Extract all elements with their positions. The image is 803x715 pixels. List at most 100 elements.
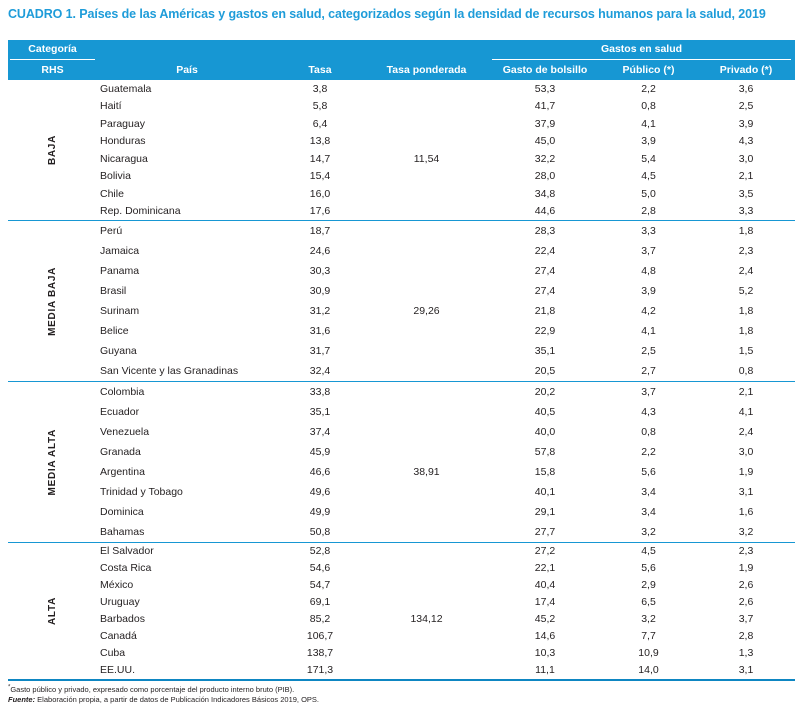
table-row: EE.UU. 171,3 11,1 14,0 3,1 — [97, 662, 795, 679]
gasto-bolsillo-cell: 28,0 — [534, 170, 556, 182]
publico-cell: 4,5 — [641, 170, 656, 182]
tasa-cell: 69,1 — [309, 596, 331, 609]
publico-cell: 4,1 — [641, 117, 656, 130]
gasto-bolsillo-cell: 21,8 — [534, 304, 556, 317]
tasa-ponderada-cell — [363, 185, 490, 203]
category-section: MEDIA ALTA Colombia 33,8 20,2 3,7 2,1 Ecuador 3… — [8, 381, 795, 542]
header-rhs: RHS — [41, 63, 64, 76]
tasa-cell: 30,9 — [309, 284, 331, 297]
privado-cell: 3,0 — [738, 445, 754, 458]
country-cell: Uruguay — [100, 596, 140, 609]
tasa-ponderada-cell — [363, 341, 490, 361]
tasa-ponderada-cell — [363, 133, 490, 151]
tasa-ponderada-cell: 134,12 — [410, 613, 443, 626]
country-cell: Guyana — [100, 344, 137, 357]
section-rows: Guatemala 3,8 53,3 2,2 3,6 Haití 5,8 41,7 0,8 2,5… — [97, 80, 795, 220]
publico-cell: 3,7 — [641, 385, 656, 398]
privado-cell: 3,5 — [738, 187, 754, 200]
privado-cell: 2,8 — [738, 630, 754, 643]
gasto-bolsillo-cell: 45,2 — [534, 613, 556, 626]
privado-cell: 0,8 — [738, 364, 754, 377]
publico-cell: 2,8 — [641, 205, 656, 217]
country-cell: El Salvador — [100, 545, 154, 558]
tasa-ponderada-cell — [363, 662, 490, 679]
table-row: Uruguay 69,1 17,4 6,5 2,6 — [97, 594, 795, 611]
tasa-ponderada-cell — [363, 241, 490, 261]
table-header: Categoría Gastos en salud RHS País Tasa … — [8, 40, 795, 80]
table-row: Colombia 33,8 20,2 3,7 2,1 — [97, 382, 795, 402]
footnote-asterisk: * — [8, 684, 11, 691]
header-spacer — [97, 40, 490, 60]
document-page: CUADRO 1. Países de las Américas y gasto… — [0, 7, 803, 715]
country-cell: Colombia — [100, 385, 145, 398]
table-body: BAJA Guatemala 3,8 53,3 2,2 3,6 Haití 5,8 41,7 0,… — [8, 80, 795, 679]
header-row-bottom: RHS País Tasa Tasa ponderada Gasto de bo… — [8, 60, 795, 80]
gasto-bolsillo-cell: 40,0 — [534, 425, 556, 438]
header-row-top: Categoría Gastos en salud — [8, 40, 795, 60]
table-row: Perú 18,7 28,3 3,3 1,8 — [97, 221, 795, 241]
table-row: Dominica 49,9 29,1 3,4 1,6 — [97, 502, 795, 522]
tasa-ponderada-cell — [363, 502, 490, 522]
country-cell: Ecuador — [100, 405, 140, 418]
country-cell: Paraguay — [100, 117, 145, 130]
tasa-cell: 35,1 — [309, 405, 331, 418]
publico-cell: 2,9 — [641, 579, 656, 592]
publico-cell: 0,8 — [641, 100, 656, 112]
privado-cell: 3,9 — [738, 117, 754, 130]
country-cell: Barbados — [100, 613, 145, 626]
table-row: Honduras 13,8 45,0 3,9 4,3 — [97, 133, 795, 151]
tasa-ponderada-cell — [363, 281, 490, 301]
tasa-ponderada-cell — [363, 522, 490, 542]
table-row: Venezuela 37,4 40,0 0,8 2,4 — [97, 422, 795, 442]
country-cell: Jamaica — [100, 244, 140, 257]
table-row: Haití 5,8 41,7 0,8 2,5 — [97, 98, 795, 116]
publico-cell: 3,7 — [641, 244, 656, 257]
tasa-cell: 5,8 — [312, 100, 328, 112]
gasto-bolsillo-cell: 28,3 — [534, 224, 556, 237]
tasa-cell: 49,9 — [309, 505, 331, 518]
table-row: Costa Rica 54,6 22,1 5,6 1,9 — [97, 560, 795, 577]
section-rows: Colombia 33,8 20,2 3,7 2,1 Ecuador 35,1 40,5 4,3… — [97, 382, 795, 542]
privado-cell: 1,3 — [738, 647, 754, 660]
publico-cell: 7,7 — [641, 630, 656, 643]
country-cell: Brasil — [100, 284, 127, 297]
publico-cell: 2,7 — [641, 364, 656, 377]
privado-cell: 2,5 — [738, 100, 754, 112]
country-cell: Cuba — [100, 647, 126, 660]
publico-cell: 4,8 — [641, 264, 656, 277]
gasto-bolsillo-cell: 17,4 — [534, 596, 556, 609]
country-cell: San Vicente y las Granadinas — [100, 364, 239, 377]
gasto-bolsillo-cell: 20,5 — [534, 364, 556, 377]
publico-cell: 3,4 — [641, 485, 656, 498]
tasa-cell: 31,7 — [309, 344, 331, 357]
privado-cell: 2,6 — [738, 579, 754, 592]
country-cell: Venezuela — [100, 425, 150, 438]
gasto-bolsillo-cell: 40,4 — [534, 579, 556, 592]
country-cell: Bahamas — [100, 525, 145, 538]
country-cell: Honduras — [100, 135, 146, 147]
privado-cell: 3,7 — [738, 613, 754, 626]
header-privado: Privado (*) — [719, 63, 773, 76]
table-row: Cuba 138,7 10,3 10,9 1,3 — [97, 645, 795, 662]
gasto-bolsillo-cell: 32,2 — [534, 152, 556, 165]
tasa-cell: 14,7 — [309, 152, 331, 165]
gasto-bolsillo-cell: 27,7 — [534, 525, 556, 538]
tasa-cell: 85,2 — [309, 613, 331, 626]
header-categoria: Categoría — [10, 40, 95, 60]
gasto-bolsillo-cell: 22,1 — [534, 562, 556, 575]
tasa-cell: 49,6 — [309, 485, 331, 498]
country-cell: Trinidad y Tobago — [100, 485, 183, 498]
table-row: Panama 30,3 27,4 4,8 2,4 — [97, 261, 795, 281]
tasa-cell: 18,7 — [309, 224, 331, 237]
header-publico: Público (*) — [622, 63, 675, 76]
table-row: México 54,7 40,4 2,9 2,6 — [97, 577, 795, 594]
table-row: Brasil 30,9 27,4 3,9 5,2 — [97, 281, 795, 301]
country-cell: Rep. Dominicana — [100, 205, 181, 217]
gasto-bolsillo-cell: 40,1 — [534, 485, 556, 498]
country-cell: México — [100, 579, 134, 592]
table-row: Chile 16,0 34,8 5,0 3,5 — [97, 185, 795, 203]
tasa-cell: 106,7 — [306, 630, 334, 643]
tasa-cell: 13,8 — [309, 135, 331, 147]
privado-cell: 4,1 — [738, 405, 754, 418]
country-cell: Guatemala — [100, 82, 152, 95]
